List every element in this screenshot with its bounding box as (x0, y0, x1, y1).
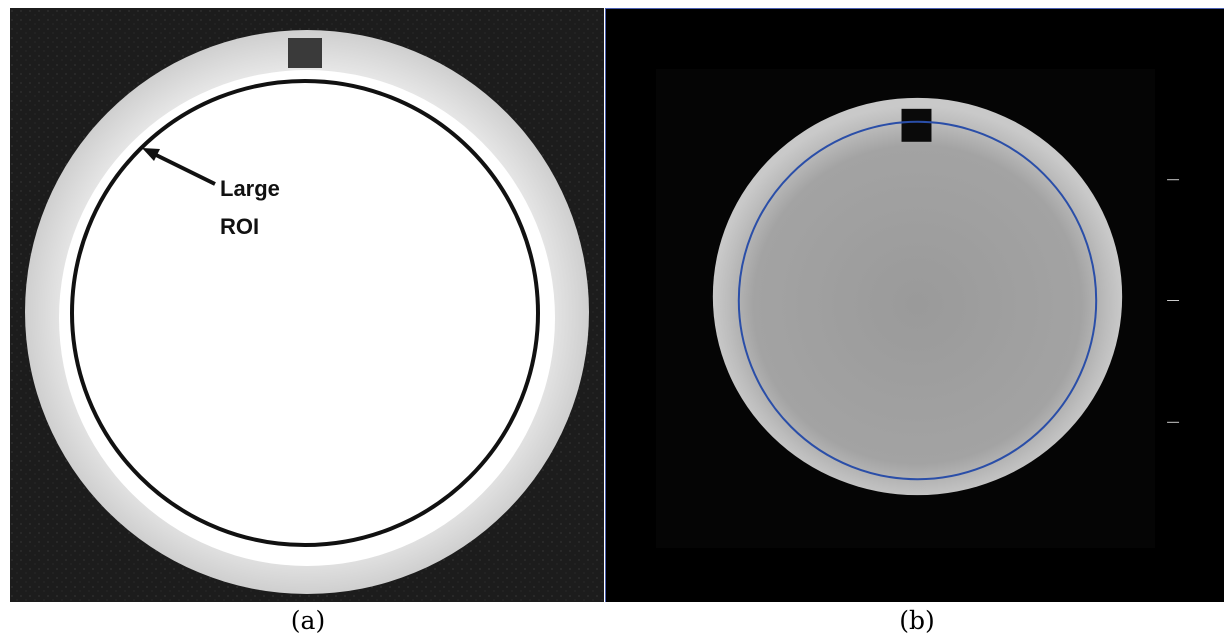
caption-a: (a) (290, 606, 326, 635)
phantom-image-a: Large ROI (10, 8, 604, 602)
phantom-inner-disk (59, 70, 555, 566)
roi-label-line2: ROI (220, 214, 259, 239)
large-roi-circle (70, 79, 540, 547)
phantom-b-svg (606, 9, 1224, 602)
marker-square (288, 38, 322, 68)
caption-b: (b) (899, 606, 935, 635)
phantom-image-b (605, 8, 1224, 602)
roi-label-line1: Large (220, 176, 280, 201)
marker-square-b (901, 108, 932, 142)
roi-arrowhead (142, 148, 160, 161)
phantom-a-svg: Large ROI (10, 8, 604, 602)
roi-circle-b (737, 120, 1098, 481)
phantom-disk-b (712, 97, 1123, 496)
roi-arrow-shaft (149, 150, 216, 186)
